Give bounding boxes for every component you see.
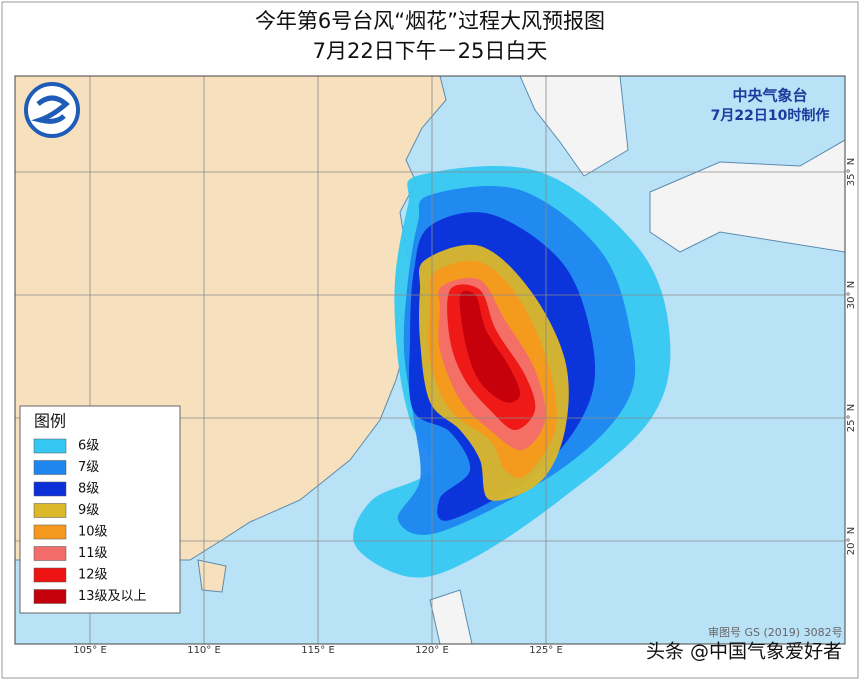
japan <box>649 139 845 253</box>
title: 今年第6号台风“烟花”过程大风预报图 <box>255 9 605 33</box>
legend-label: 11级 <box>78 546 108 561</box>
legend: 图例 6级 7级 8级 9级 10级 11级 12级 13级及以上 <box>19 405 181 614</box>
longitude-label: 105° E <box>73 645 107 656</box>
legend-label: 12级 <box>78 568 108 583</box>
legend-swatch <box>33 589 67 604</box>
logo <box>24 82 80 138</box>
legend-label: 7级 <box>78 460 99 475</box>
longitude-label: 110° E <box>187 645 221 656</box>
legend-label: 10级 <box>78 525 108 540</box>
wind-zone <box>459 290 521 403</box>
watermark: 头条 @中国气象爱好者 <box>646 641 842 663</box>
agency-name: 中央气象台 <box>732 87 807 105</box>
legend-swatch <box>33 524 67 540</box>
longitude-label: 115° E <box>301 645 335 656</box>
luzon <box>429 589 473 644</box>
legend-label: 6级 <box>78 439 99 454</box>
hainan <box>197 559 227 593</box>
map-frame <box>14 75 846 645</box>
latitude-label: 25° N <box>846 404 857 432</box>
legend-swatch <box>33 438 67 454</box>
approval-number: 审图号 GS (2019) 3082号 <box>708 625 843 639</box>
korea <box>519 76 629 177</box>
legend-label: 9级 <box>78 503 99 518</box>
legend-label: 13级及以上 <box>78 589 147 604</box>
legend-label: 8级 <box>78 482 99 497</box>
logo-mark <box>31 95 70 124</box>
latitude-label: 20° N <box>846 527 857 555</box>
longitude-label: 125° E <box>529 645 563 656</box>
legend-title: 图例 <box>34 412 66 431</box>
wind-zones <box>353 165 671 578</box>
latitude-label: 35° N <box>846 158 857 186</box>
legend-swatch <box>33 481 67 497</box>
legend-swatch <box>33 503 67 518</box>
longitude-label: 120° E <box>415 645 449 656</box>
legend-swatch <box>33 546 67 561</box>
latitude-label: 30° N <box>846 281 857 309</box>
legend-swatch <box>33 567 67 583</box>
subtitle: 7月22日下午－25日白天 <box>313 39 548 63</box>
legend-swatch <box>33 460 67 475</box>
issue-time: 7月22日10时制作 <box>711 107 830 124</box>
